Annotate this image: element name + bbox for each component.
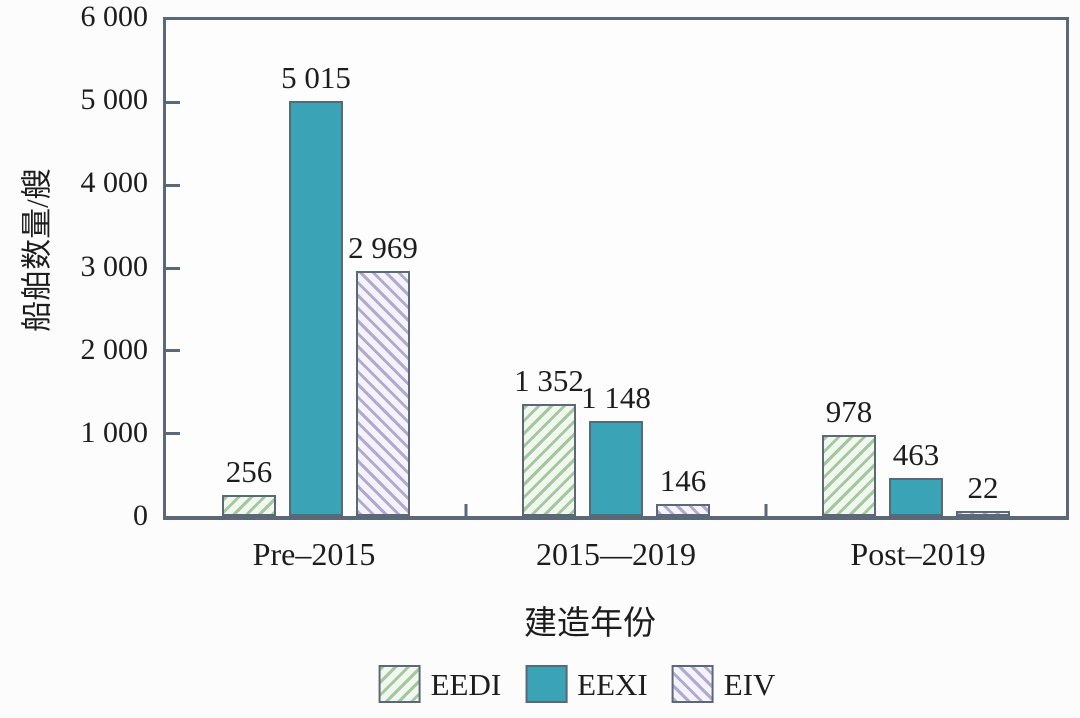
bar-value-label: 978 <box>825 394 873 430</box>
x-tick-mark <box>464 504 468 516</box>
legend-label: EEXI <box>577 666 648 702</box>
bar-value-label: 5 015 <box>281 60 351 96</box>
bar-fill <box>889 477 943 516</box>
legend-label: EIV <box>723 666 776 702</box>
bar-value-label: 463 <box>892 436 940 472</box>
y-tick-mark <box>166 266 180 270</box>
y-tick-label: 5 000 <box>80 83 149 117</box>
x-axis-category-labels: Pre–2015 2015—2019 Post–2019 <box>163 536 1069 572</box>
y-tick-label: 4 000 <box>80 166 149 200</box>
legend-swatch-eexi <box>525 665 568 703</box>
category-label: Post–2019 <box>850 536 986 572</box>
plot-area: 256 5 015 2 969 1 352 1 148 146 978 463 22 <box>163 17 1069 520</box>
y-tick-label: 1 000 <box>80 415 149 449</box>
bar-fill <box>589 421 643 516</box>
x-axis-title: 建造年份 <box>524 606 656 642</box>
legend-item-eedi: EEDI <box>378 665 502 703</box>
bar-fill <box>956 511 1010 516</box>
category-label: Pre–2015 <box>252 536 376 572</box>
bar-fill <box>656 503 710 516</box>
y-tick-mark <box>166 183 180 187</box>
category-label: 2015—2019 <box>536 536 696 572</box>
bar-group: 1 352 1 148 146 <box>466 20 766 516</box>
bar-group: 256 5 015 2 969 <box>166 20 466 516</box>
legend-item-eexi: EEXI <box>525 665 648 703</box>
y-tick-mark <box>166 349 180 353</box>
x-tick-mark <box>764 504 768 516</box>
bar-eiv: 2 969 <box>348 232 418 516</box>
bar-eexi: 1 148 <box>581 382 651 516</box>
bar-fill <box>222 494 276 516</box>
bar-fill <box>356 270 410 516</box>
bar-value-label: 2 969 <box>348 229 418 265</box>
bar-eedi: 978 <box>822 396 876 516</box>
legend: EEDI EEXI EIV <box>378 665 776 703</box>
bar-eexi: 463 <box>889 439 943 516</box>
bar-value-label: 146 <box>659 462 707 498</box>
bar-fill <box>289 101 343 516</box>
legend-swatch-eedi <box>378 665 421 703</box>
legend-swatch-eiv <box>671 665 714 703</box>
y-tick-label: 0 <box>133 499 148 532</box>
y-tick-label: 2 000 <box>80 332 149 366</box>
bar-eiv: 146 <box>656 465 710 516</box>
bar-groups: 256 5 015 2 969 1 352 1 148 146 978 463 22 <box>166 20 1066 516</box>
bar-eexi: 5 015 <box>281 62 351 516</box>
bar-value-label: 1 148 <box>581 380 651 416</box>
y-tick-mark <box>166 431 180 435</box>
legend-label: EEDI <box>430 666 502 702</box>
bar-fill <box>522 404 576 516</box>
bar-eedi: 256 <box>222 456 276 516</box>
bar-eiv: 22 <box>956 472 1010 516</box>
bar-group: 978 463 22 <box>766 20 1066 516</box>
bar-value-label: 256 <box>225 453 273 489</box>
bar-fill <box>822 435 876 516</box>
y-tick-label: 6 000 <box>80 0 149 33</box>
bar-value-label: 1 352 <box>514 363 584 399</box>
y-axis-tick-labels: 0 1 000 2 000 3 000 4 000 5 000 6 000 <box>0 1 149 532</box>
legend-item-eiv: EIV <box>671 665 776 703</box>
y-tick-mark <box>166 101 180 105</box>
bar-value-label: 22 <box>967 470 999 505</box>
bar-eedi: 1 352 <box>514 365 584 516</box>
y-tick-label: 3 000 <box>80 249 149 283</box>
